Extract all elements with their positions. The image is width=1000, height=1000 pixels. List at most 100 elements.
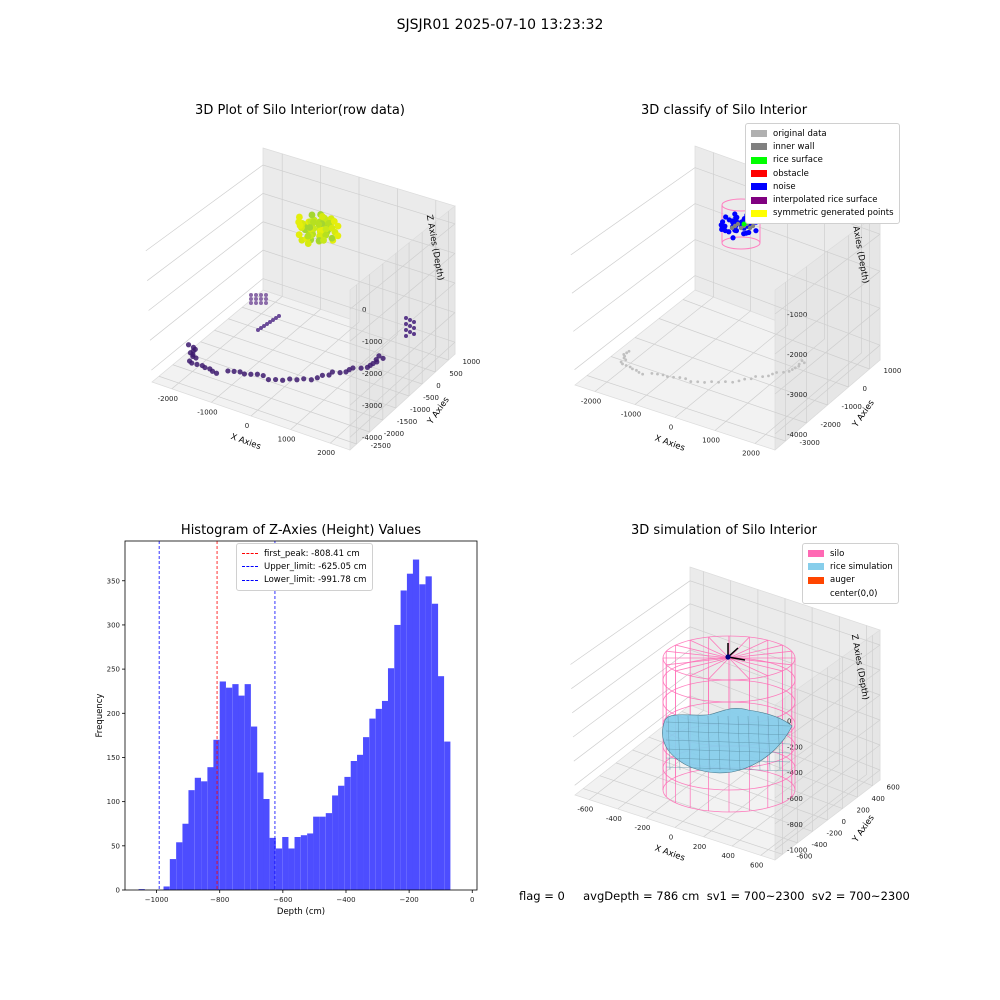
raw-point	[294, 377, 300, 383]
legend-label: noise	[773, 181, 796, 192]
x-axis-label: X Axies	[653, 844, 686, 864]
x-tick-label: -1000	[197, 408, 217, 416]
classified-point	[635, 368, 638, 372]
y-gridline	[583, 788, 783, 855]
histogram-bar	[257, 772, 264, 890]
y-tick-label: 50	[111, 842, 120, 850]
histogram-bar	[437, 676, 445, 890]
rice-mesh	[717, 715, 721, 771]
raw-point	[320, 236, 327, 244]
y-tick-label: -400	[812, 841, 828, 849]
auger	[727, 656, 746, 661]
z-gridline	[349, 253, 456, 342]
x-tick-label: −600	[273, 896, 292, 904]
rice-mesh	[747, 715, 751, 771]
y-gridline	[200, 341, 397, 409]
raw-point	[310, 218, 317, 226]
histogram-bar	[282, 836, 289, 890]
raw-point	[304, 240, 312, 247]
rice-mesh	[687, 715, 691, 771]
histogram-bar	[425, 576, 432, 890]
histogram-bar	[275, 848, 283, 890]
classified-point	[628, 365, 632, 369]
histogram-bar	[313, 816, 320, 890]
y-tick-label: 0	[436, 382, 440, 390]
rice-mesh	[727, 715, 731, 771]
y-gridline	[255, 295, 449, 361]
classified-point	[621, 362, 624, 366]
raw-point	[280, 377, 286, 383]
histogram-bar	[213, 739, 220, 890]
y-tick-label: -200	[827, 829, 843, 837]
raw-point	[337, 370, 343, 376]
raw-point	[315, 220, 323, 228]
silo-wireframe	[690, 657, 730, 677]
classified-point	[684, 377, 688, 381]
legend-item: center(0,0)	[808, 587, 893, 600]
rice-mesh	[737, 715, 741, 771]
raw-point	[277, 314, 281, 318]
raw-point	[328, 224, 336, 232]
raw-point	[404, 322, 408, 326]
legend-swatch	[242, 566, 258, 568]
raw-point	[272, 376, 279, 383]
legend-item: Upper_limit: -625.05 cm	[242, 560, 367, 573]
rice-mesh	[665, 739, 791, 745]
legend-swatch	[751, 130, 767, 138]
legend-swatch	[751, 209, 767, 217]
histogram-bar	[250, 726, 258, 890]
raw-point	[322, 225, 330, 233]
histogram-bar	[263, 798, 270, 890]
legend-item: auger	[808, 574, 893, 587]
x-tick-label: 0	[245, 422, 249, 430]
raw-point	[264, 301, 268, 305]
raw-point	[237, 369, 243, 375]
z-gridline	[349, 341, 456, 438]
z-tick-label: -600	[787, 795, 803, 803]
raw-point	[264, 293, 268, 297]
z-gridline	[774, 694, 881, 773]
histogram-bar	[381, 700, 389, 890]
histogram-bar	[412, 559, 420, 890]
legend-item: interpolated rice surface	[751, 193, 894, 206]
z-gridline	[774, 769, 881, 850]
y-gridline	[682, 299, 870, 370]
histogram-bar	[169, 859, 177, 890]
y-tick-label: 500	[449, 370, 462, 378]
classified-point	[790, 368, 794, 371]
y-tick-label: -600	[797, 852, 813, 860]
raw-point	[274, 316, 278, 320]
classify-legend: original data inner wall rice surface obsta…	[745, 123, 900, 225]
histogram-bar	[344, 776, 351, 890]
histogram-legend: first_peak: -808.41 cm Upper_limit: -625.…	[236, 543, 373, 591]
raw-point	[287, 376, 293, 382]
z-gridline	[571, 626, 881, 714]
classified-point	[730, 235, 736, 241]
raw-point	[199, 362, 205, 369]
y-gridline	[632, 749, 828, 821]
z-gridline	[570, 580, 881, 665]
raw-point	[408, 318, 412, 322]
y-gridline	[214, 329, 410, 397]
classified-point	[749, 377, 753, 381]
x-gridline	[329, 200, 437, 444]
histogram-bar	[363, 737, 370, 890]
classified-point	[726, 217, 732, 223]
rice-mesh	[707, 715, 711, 771]
legend-label: symmetric generated points	[773, 208, 894, 219]
y-tick-label: -1500	[397, 418, 417, 426]
rice-mesh	[665, 730, 791, 736]
classified-point	[661, 373, 665, 377]
classified-point	[710, 380, 714, 384]
legend-item: rice simulation	[808, 560, 893, 573]
figure-title: SJSJR01 2025-07-10 13:23:32	[396, 17, 604, 33]
x-tick-label: 0	[669, 834, 673, 842]
raw-point	[265, 322, 269, 326]
raw-point	[295, 231, 303, 239]
histogram-bar	[207, 767, 214, 890]
histogram-bar	[269, 837, 276, 890]
legend-label: silo	[830, 548, 845, 559]
histogram-bar	[182, 823, 189, 890]
classify-3d-plot: -2000-100001000200010000-1000-2000-3000-…	[570, 145, 901, 458]
raw-point	[343, 369, 349, 375]
